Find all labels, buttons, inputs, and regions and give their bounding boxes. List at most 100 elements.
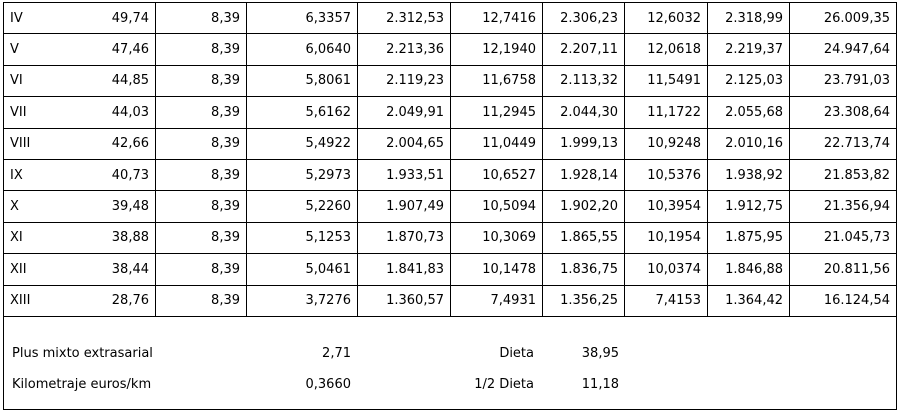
salary-table: IV 49,74 8,39 6,3357 2.312,53 12,7416 2.306,23… <box>3 1 897 317</box>
cell-value: 8,39 <box>155 33 247 66</box>
cell-value: 10,5376 <box>624 158 708 192</box>
cell-value: 5,0461 <box>246 253 358 286</box>
cell-value: 1.841,83 <box>357 253 451 286</box>
cell-value: 8,39 <box>155 1 247 35</box>
table-row: VII 44,03 8,39 5,6162 2.049,91 11,2945 2.044,3… <box>3 96 897 129</box>
cell-value: 6,3357 <box>246 1 358 35</box>
row-label: XII <box>10 261 27 277</box>
cell-value: 10,1478 <box>450 253 543 286</box>
cell: IV 49,74 <box>3 1 156 35</box>
cell-value: 7,4931 <box>450 284 543 317</box>
cell-value: 2.044,30 <box>542 96 625 129</box>
table-row: XIII 28,76 8,39 3,7276 1.360,57 7,4931 1.356,2… <box>3 284 897 317</box>
cell-value: 8,39 <box>155 127 247 160</box>
cell-value: 3,7276 <box>246 284 358 317</box>
table-row: XI 38,88 8,39 5,1253 1.870,73 10,3069 1.865,55… <box>3 221 897 255</box>
cell-value: 7,4153 <box>624 284 708 317</box>
cell-value: 1.846,88 <box>707 253 790 286</box>
table-row: X 39,48 8,39 5,2260 1.907,49 10,5094 1.902,20 1… <box>3 190 897 223</box>
cell-value: 47,46 <box>111 42 149 58</box>
cell-value: 10,3954 <box>624 190 708 223</box>
cell-value: 12,0618 <box>624 33 708 66</box>
cell-value: 2.125,03 <box>707 64 790 98</box>
cell-value: 26.009,35 <box>789 1 897 35</box>
row-label: VI <box>10 73 23 89</box>
cell-value: 28,76 <box>111 293 149 309</box>
cell: XI 38,88 <box>3 221 156 255</box>
cell-value: 2.119,23 <box>357 64 451 98</box>
cell-value: 10,0374 <box>624 253 708 286</box>
footer-label: Dieta <box>499 346 534 361</box>
cell-value: 5,1253 <box>246 221 358 255</box>
cell-value: 2.213,36 <box>357 33 451 66</box>
cell: X 39,48 <box>3 190 156 223</box>
cell: VI 44,85 <box>3 64 156 98</box>
table-row: VI 44,85 8,39 5,8061 2.119,23 11,6758 2.113,32… <box>3 64 897 98</box>
cell-value: 40,73 <box>111 167 149 183</box>
cell-value: 22.713,74 <box>789 127 897 160</box>
cell-value: 44,85 <box>111 73 149 89</box>
cell-value: 16.124,54 <box>789 284 897 317</box>
cell-value: 1.912,75 <box>707 190 790 223</box>
cell: V 47,46 <box>3 33 156 66</box>
row-label: X <box>10 199 19 215</box>
table-row: IV 49,74 8,39 6,3357 2.312,53 12,7416 2.306,23… <box>3 1 897 35</box>
cell-value: 1.836,75 <box>542 253 625 286</box>
cell-value: 20.811,56 <box>789 253 897 286</box>
cell-value: 11,2945 <box>450 96 543 129</box>
cell-value: 1.933,51 <box>357 158 451 192</box>
cell-value: 1.865,55 <box>542 221 625 255</box>
cell-value: 5,4922 <box>246 127 358 160</box>
cell-value: 38,88 <box>111 230 149 246</box>
footer-box: Plus mixto extrasarial 2,71 Dieta 38,95 Kilo… <box>3 316 897 410</box>
cell-value: 5,6162 <box>246 96 358 129</box>
cell-value: 2.055,68 <box>707 96 790 129</box>
cell-value: 8,39 <box>155 64 247 98</box>
row-label: VIII <box>10 136 31 152</box>
cell-value: 1.360,57 <box>357 284 451 317</box>
cell-value: 8,39 <box>155 158 247 192</box>
footer-label: Kilometraje euros/km <box>12 377 152 392</box>
cell-value: 1.907,49 <box>357 190 451 223</box>
table-row: IX 40,73 8,39 5,2973 1.933,51 10,6527 1.928,14… <box>3 158 897 192</box>
cell-value: 49,74 <box>111 10 149 26</box>
cell-value: 2.306,23 <box>542 1 625 35</box>
cell-value: 1.870,73 <box>357 221 451 255</box>
cell-value: 1.999,13 <box>542 127 625 160</box>
row-label: IV <box>10 10 23 26</box>
cell-value: 21.853,82 <box>789 158 897 192</box>
cell-value: 2.010,16 <box>707 127 790 160</box>
row-label: IX <box>10 167 23 183</box>
cell-value: 5,2260 <box>246 190 358 223</box>
cell-value: 10,9248 <box>624 127 708 160</box>
cell-value: 5,2973 <box>246 158 358 192</box>
footer-value: 0,3660 <box>305 377 352 392</box>
cell: XIII 28,76 <box>3 284 156 317</box>
cell-value: 44,03 <box>111 104 149 120</box>
footer-value: 11,18 <box>581 377 619 392</box>
cell-value: 10,3069 <box>450 221 543 255</box>
cell-value: 2.318,99 <box>707 1 790 35</box>
cell-value: 21.045,73 <box>789 221 897 255</box>
cell-value: 21.356,94 <box>789 190 897 223</box>
table-row: XII 38,44 8,39 5,0461 1.841,83 10,1478 1.836,7… <box>3 253 897 286</box>
cell-value: 1.875,95 <box>707 221 790 255</box>
cell-value: 8,39 <box>155 190 247 223</box>
cell-value: 8,39 <box>155 221 247 255</box>
cell-value: 2.004,65 <box>357 127 451 160</box>
cell-value: 8,39 <box>155 253 247 286</box>
cell-value: 23.791,03 <box>789 64 897 98</box>
cell-value: 39,48 <box>111 199 149 215</box>
row-label: V <box>10 42 19 58</box>
cell-value: 8,39 <box>155 96 247 129</box>
cell-value: 10,6527 <box>450 158 543 192</box>
cell-value: 24.947,64 <box>789 33 897 66</box>
cell-value: 2.113,32 <box>542 64 625 98</box>
cell: XII 38,44 <box>3 253 156 286</box>
cell-value: 11,0449 <box>450 127 543 160</box>
cell-value: 2.312,53 <box>357 1 451 35</box>
cell-value: 11,6758 <box>450 64 543 98</box>
cell-value: 2.207,11 <box>542 33 625 66</box>
cell-value: 11,5491 <box>624 64 708 98</box>
